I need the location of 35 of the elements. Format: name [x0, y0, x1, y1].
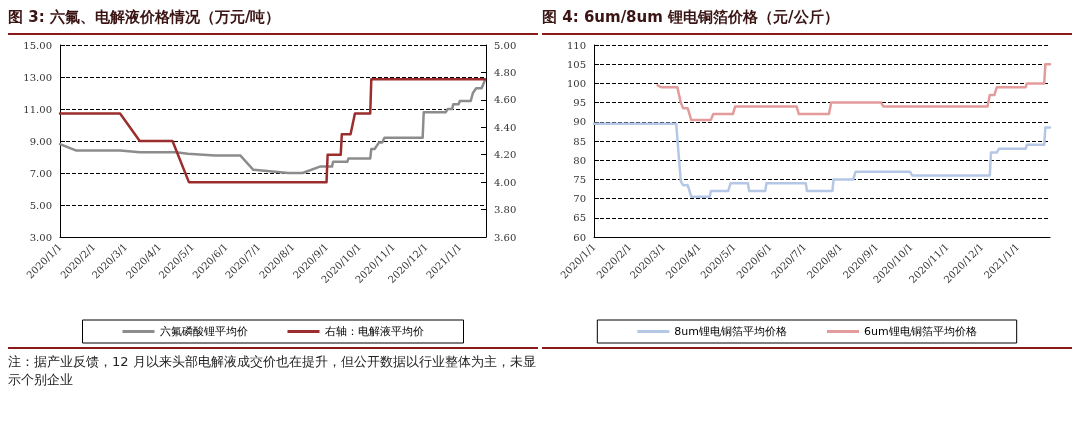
y2-tick-label: 4.80: [494, 66, 517, 78]
y-tick-label: 11.00: [23, 103, 52, 115]
y-tick-label: 60: [573, 231, 586, 243]
y-tick-label: 95: [573, 97, 586, 109]
legend-label: 右轴：电解液平均价: [324, 325, 424, 338]
line-series: [592, 122, 1052, 198]
y2-tick-label: 4.20: [494, 149, 517, 161]
chart-title: 图 4: 6um/8um 锂电铜箔价格（元/公斤）: [542, 8, 1072, 35]
y-tick-label: 110: [566, 39, 586, 51]
legend-label: 6um锂电铜箔平均价格: [864, 325, 977, 338]
y-tick-label: 5.00: [29, 199, 52, 211]
y-tick-label: 9.00: [29, 135, 52, 147]
y-tick-label: 7.00: [29, 167, 52, 179]
y2-tick-label: 4.60: [494, 94, 517, 106]
y-tick-label: 65: [573, 212, 586, 224]
y-tick-label: 100: [566, 77, 586, 89]
y-tick-label: 3.00: [29, 231, 52, 243]
legend-label: 六氟磷酸锂平均价: [159, 325, 248, 338]
y-tick-label: 80: [573, 154, 586, 166]
y-tick-label: 70: [573, 193, 586, 205]
y-tick-label: 15.00: [23, 39, 52, 51]
y-tick-label: 105: [566, 58, 586, 70]
line-series: [656, 62, 1052, 122]
text: 注：据产业反馈，12 月以来头部电解液成交价也在提升，但公开数据以行业整体为主，未显示个别企业: [8, 353, 537, 389]
y2-tick-label: 3.80: [494, 204, 517, 216]
y2-tick-label: 4.00: [494, 176, 517, 188]
chart-title: 图 3: 六氟、电解液价格情况（万元/吨）: [8, 8, 538, 35]
y-tick-label: 85: [573, 135, 586, 147]
y2-tick-label: 5.00: [494, 39, 517, 51]
legend-label: 8um锂电铜箔平均价格: [674, 325, 787, 338]
y2-tick-label: 3.60: [494, 231, 517, 243]
y-tick-label: 90: [573, 116, 586, 128]
y-tick-label: 13.00: [23, 71, 52, 83]
y2-tick-label: 4.40: [494, 121, 517, 133]
y-tick-label: 75: [573, 173, 586, 185]
